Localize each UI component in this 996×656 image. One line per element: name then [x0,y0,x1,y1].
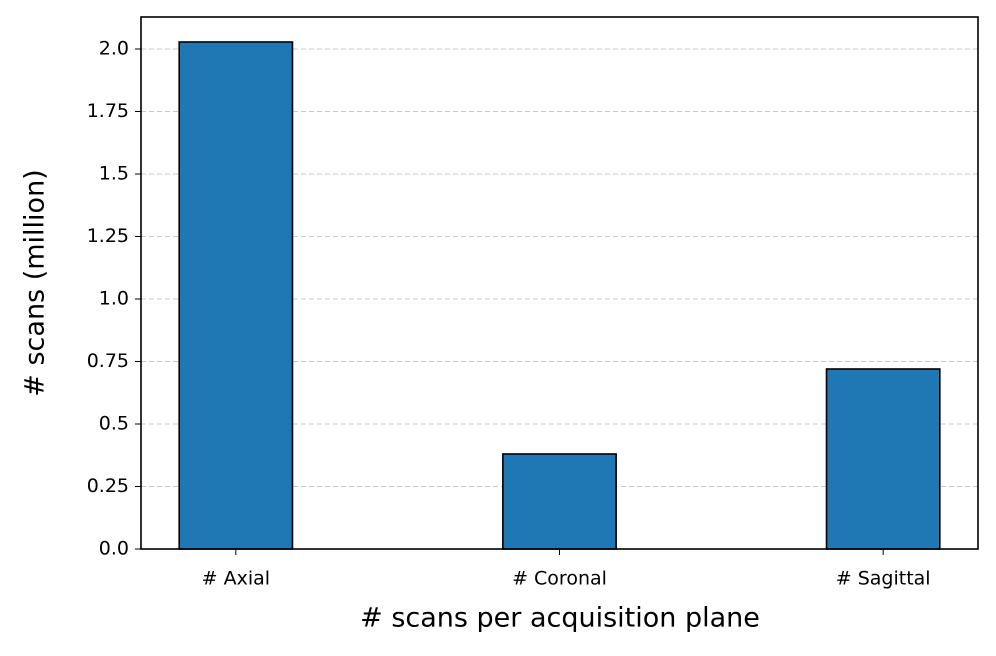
bar [502,453,617,550]
x-axis-label: # scans per acquisition plane [360,603,760,634]
y-tick-label: 1.0 [99,288,129,310]
y-tick-label: 0.5 [99,413,129,435]
y-tick-label: 1.5 [99,163,129,185]
y-axis-label: # scans (million) [20,169,51,396]
y-tick-label: 2.0 [99,38,129,60]
y-tick-label: 0.0 [99,538,129,560]
bar [178,41,294,550]
y-tick-label: 1.25 [87,225,129,247]
x-tick-label: # Coronal [512,568,607,590]
y-tick-label: 0.75 [87,350,129,372]
y-tick-label: 1.75 [87,100,129,122]
x-tick-label: # Sagittal [836,568,931,590]
bar [825,368,941,550]
x-tick-label: # Axial [202,568,270,590]
plot-frame [140,16,979,550]
y-tick-label: 0.25 [87,475,129,497]
